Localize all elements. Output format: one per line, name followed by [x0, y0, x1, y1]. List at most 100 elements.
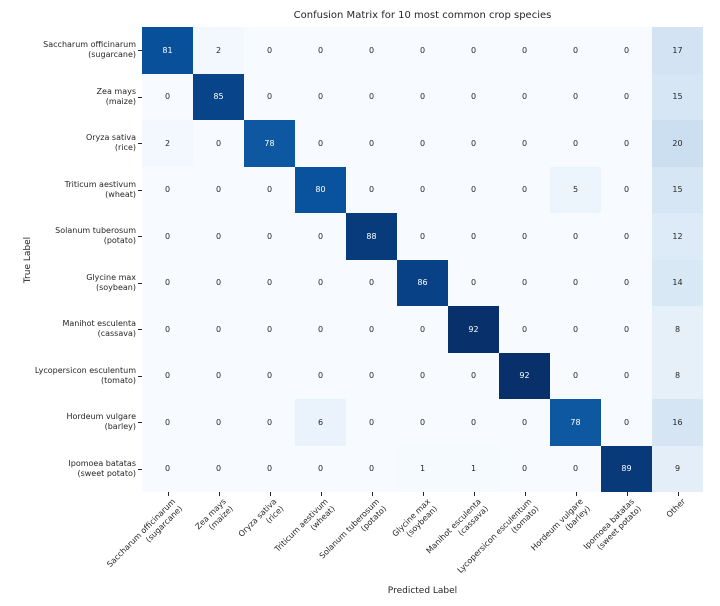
heatmap-cell: 85 [193, 73, 244, 120]
heatmap-cell: 0 [499, 259, 550, 306]
heatmap-cell: 2 [142, 120, 193, 167]
heatmap-cell: 0 [244, 445, 295, 492]
y-tick-mark [138, 375, 142, 377]
x-tick-label: Ipomoea batatas (sweet potato) [581, 497, 643, 552]
heatmap-cell: 0 [601, 27, 652, 74]
x-tick-mark [422, 492, 424, 496]
heatmap-cell: 0 [601, 352, 652, 399]
heatmap-cell: 0 [244, 259, 295, 306]
heatmap-cell: 0 [499, 399, 550, 446]
y-tick-mark [138, 143, 142, 145]
heatmap-cell: 0 [295, 306, 346, 353]
heatmap-cell: 0 [397, 306, 448, 353]
heatmap-cell: 0 [499, 445, 550, 492]
heatmap-cell: 0 [397, 213, 448, 260]
heatmap-cell: 0 [550, 73, 601, 120]
heatmap-cell: 0 [601, 120, 652, 167]
heatmap-cell: 89 [601, 445, 652, 492]
heatmap-cell: 0 [448, 259, 499, 306]
heatmap-cell: 0 [499, 166, 550, 213]
heatmap-cell: 0 [499, 27, 550, 74]
heatmap-cell: 0 [448, 120, 499, 167]
heatmap-cell: 0 [142, 166, 193, 213]
heatmap-cell: 86 [397, 259, 448, 306]
x-tick-mark [218, 492, 220, 496]
heatmap-cell: 0 [601, 399, 652, 446]
heatmap-cell: 8 [652, 306, 703, 353]
y-tick-label: Oryza sativa (rice) [85, 133, 136, 153]
heatmap-cell: 92 [499, 352, 550, 399]
heatmap-cell: 0 [397, 166, 448, 213]
y-tick-label: Manihot esculenta (cassava) [62, 319, 136, 339]
heatmap-cell: 0 [244, 213, 295, 260]
heatmap-cell: 0 [550, 352, 601, 399]
x-tick-label: Zea mays (maize) [193, 497, 235, 532]
heatmap-cell: 1 [397, 445, 448, 492]
heatmap-cell: 0 [448, 27, 499, 74]
x-tick-mark [371, 492, 373, 496]
heatmap-cell: 0 [448, 213, 499, 260]
heatmap-cell: 0 [142, 259, 193, 306]
y-tick-label: Zea mays (maize) [96, 86, 136, 106]
heatmap-cell: 0 [244, 306, 295, 353]
heatmap-cell: 0 [397, 120, 448, 167]
heatmap-cell: 0 [244, 73, 295, 120]
heatmap-cell: 0 [601, 306, 652, 353]
heatmap-cell: 0 [295, 352, 346, 399]
heatmap-cell: 0 [346, 399, 397, 446]
heatmap-cell: 0 [346, 259, 397, 306]
heatmap-cell: 0 [346, 306, 397, 353]
heatmap-cell: 17 [652, 27, 703, 74]
heatmap-cell: 0 [448, 399, 499, 446]
heatmap-cell: 9 [652, 445, 703, 492]
y-tick-mark [138, 50, 142, 52]
heatmap-cell: 2 [193, 27, 244, 74]
heatmap-cell: 0 [397, 352, 448, 399]
heatmap-cell: 0 [346, 445, 397, 492]
heatmap-cell: 16 [652, 399, 703, 446]
heatmap-cell: 0 [244, 166, 295, 213]
heatmap-cell: 0 [193, 306, 244, 353]
heatmap-cell: 0 [448, 352, 499, 399]
heatmap-cell: 0 [193, 166, 244, 213]
heatmap-cell: 0 [397, 73, 448, 120]
x-tick-mark [320, 492, 322, 496]
heatmap-cell: 0 [550, 259, 601, 306]
heatmap-cell: 0 [499, 306, 550, 353]
heatmap-cell: 15 [652, 73, 703, 120]
heatmap-cell: 0 [295, 213, 346, 260]
heatmap-cell: 0 [550, 445, 601, 492]
heatmap-cell: 0 [448, 73, 499, 120]
y-tick-mark [138, 236, 142, 238]
y-tick-mark [138, 422, 142, 424]
heatmap-cell: 14 [652, 259, 703, 306]
heatmap-cell: 78 [244, 120, 295, 167]
heatmap-cell: 0 [346, 73, 397, 120]
heatmap-cell: 5 [550, 166, 601, 213]
heatmap-cell: 8 [652, 352, 703, 399]
y-tick-mark [138, 329, 142, 331]
heatmap-cell: 0 [346, 27, 397, 74]
heatmap-cell: 0 [193, 445, 244, 492]
heatmap-cell: 0 [142, 213, 193, 260]
heatmap-cell: 0 [295, 120, 346, 167]
heatmap-cell: 81 [142, 27, 193, 74]
x-tick-label: Other [664, 497, 687, 520]
heatmap-cell: 12 [652, 213, 703, 260]
heatmap-cell: 0 [295, 73, 346, 120]
heatmap-cell: 0 [550, 306, 601, 353]
x-tick-mark [677, 492, 679, 496]
heatmap-cell: 1 [448, 445, 499, 492]
heatmap-cell: 0 [346, 166, 397, 213]
heatmap-cell: 0 [550, 213, 601, 260]
heatmap-cell: 0 [193, 399, 244, 446]
heatmap-cell: 0 [295, 27, 346, 74]
x-tick-mark [473, 492, 475, 496]
y-axis-title: True Label [23, 236, 33, 284]
heatmap-cell: 0 [499, 73, 550, 120]
y-tick-label: Triticum aestivum (wheat) [64, 179, 136, 199]
heatmap-cell: 0 [244, 27, 295, 74]
heatmap-plot: 81 2 0 0 0 0 0 0 0 0 17 0 85 0 0 0 0 0 0 0 0 15 2 0 78 0 0 0 0 0 0 0 20 0… [142, 27, 703, 492]
y-tick-label: Hordeum vulgare (barley) [66, 412, 136, 432]
y-tick-label: Glycine max (soybean) [86, 272, 136, 292]
